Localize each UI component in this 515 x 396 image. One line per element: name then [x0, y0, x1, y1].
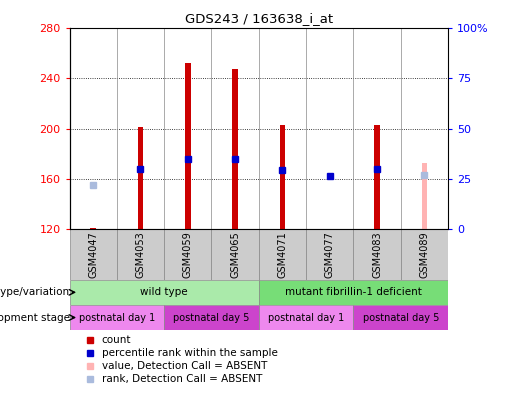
Bar [90, 228, 96, 229]
Text: postnatal day 1: postnatal day 1 [79, 312, 155, 322]
FancyBboxPatch shape [164, 305, 259, 330]
Text: wild type: wild type [141, 287, 188, 297]
FancyBboxPatch shape [212, 229, 259, 280]
Bar [185, 63, 191, 229]
Bar [280, 125, 285, 229]
FancyBboxPatch shape [117, 229, 164, 280]
Bar [232, 69, 238, 229]
Text: GSM4053: GSM4053 [135, 231, 146, 278]
FancyBboxPatch shape [70, 280, 259, 305]
Title: GDS243 / 163638_i_at: GDS243 / 163638_i_at [185, 12, 333, 25]
FancyBboxPatch shape [259, 305, 353, 330]
FancyBboxPatch shape [353, 229, 401, 280]
Text: postnatal day 1: postnatal day 1 [268, 312, 344, 322]
Text: value, Detection Call = ABSENT: value, Detection Call = ABSENT [101, 361, 267, 371]
Text: postnatal day 5: postnatal day 5 [363, 312, 439, 322]
Text: GSM4077: GSM4077 [325, 231, 335, 278]
Text: genotype/variation: genotype/variation [0, 287, 70, 297]
Bar [374, 125, 380, 229]
Text: GSM4047: GSM4047 [88, 231, 98, 278]
FancyBboxPatch shape [259, 280, 448, 305]
FancyBboxPatch shape [401, 229, 448, 280]
Text: GSM4083: GSM4083 [372, 231, 382, 278]
FancyBboxPatch shape [259, 229, 306, 280]
Text: rank, Detection Call = ABSENT: rank, Detection Call = ABSENT [101, 374, 262, 384]
FancyBboxPatch shape [164, 229, 212, 280]
Text: GSM4089: GSM4089 [419, 231, 430, 278]
Text: percentile rank within the sample: percentile rank within the sample [101, 348, 278, 358]
Text: count: count [101, 335, 131, 345]
Text: GSM4071: GSM4071 [278, 231, 287, 278]
FancyBboxPatch shape [70, 305, 164, 330]
Text: GSM4065: GSM4065 [230, 231, 240, 278]
FancyBboxPatch shape [70, 229, 117, 280]
Text: postnatal day 5: postnatal day 5 [173, 312, 250, 322]
Bar [422, 162, 427, 229]
FancyBboxPatch shape [306, 229, 353, 280]
Text: mutant fibrillin-1 deficient: mutant fibrillin-1 deficient [285, 287, 422, 297]
FancyBboxPatch shape [353, 305, 448, 330]
Text: GSM4059: GSM4059 [183, 231, 193, 278]
Bar [138, 127, 143, 229]
Text: development stage: development stage [0, 312, 70, 322]
